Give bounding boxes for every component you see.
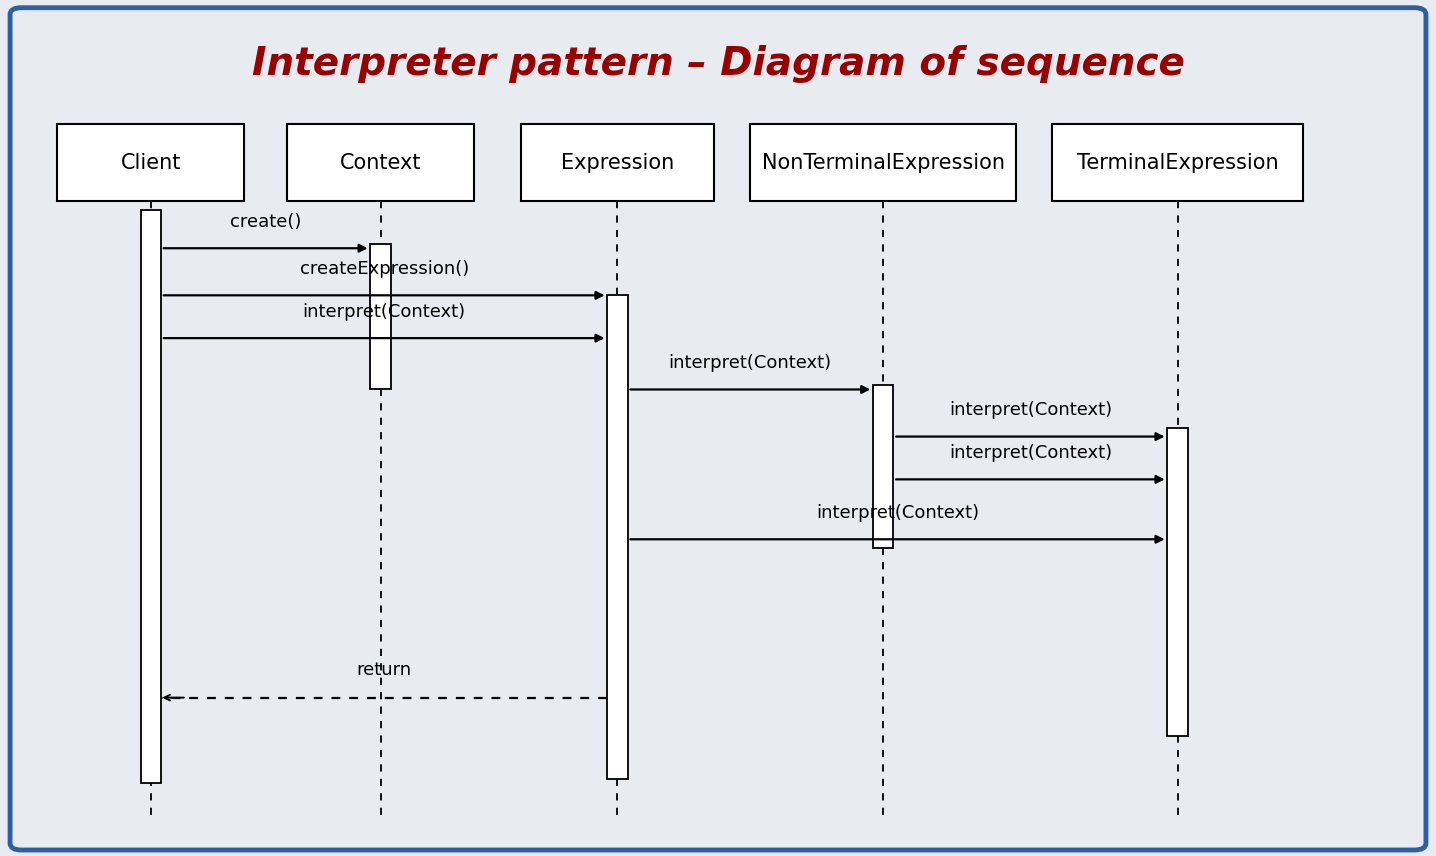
Text: Expression: Expression [561,152,673,173]
Bar [370,244,391,389]
Text: return: return [356,661,412,679]
Text: interpret(Context): interpret(Context) [949,444,1111,462]
Bar [1167,428,1188,736]
Bar [1051,124,1304,201]
Text: Client: Client [121,152,181,173]
Text: create(): create() [230,213,302,231]
Text: interpret(Context): interpret(Context) [669,354,831,372]
Bar [287,124,474,201]
Bar [607,295,628,779]
Bar [750,124,1017,201]
FancyBboxPatch shape [10,8,1426,850]
Bar [141,210,161,783]
Text: interpret(Context): interpret(Context) [816,504,979,522]
Text: interpret(Context): interpret(Context) [949,401,1111,419]
Bar [520,124,715,201]
Text: Context: Context [340,152,421,173]
Text: NonTerminalExpression: NonTerminalExpression [761,152,1005,173]
Bar [873,385,893,548]
Text: TerminalExpression: TerminalExpression [1077,152,1278,173]
Bar [57,124,244,201]
Text: Interpreter pattern – Diagram of sequence: Interpreter pattern – Diagram of sequenc… [251,45,1185,83]
Text: createExpression(): createExpression() [300,260,468,278]
Text: interpret(Context): interpret(Context) [303,303,465,321]
